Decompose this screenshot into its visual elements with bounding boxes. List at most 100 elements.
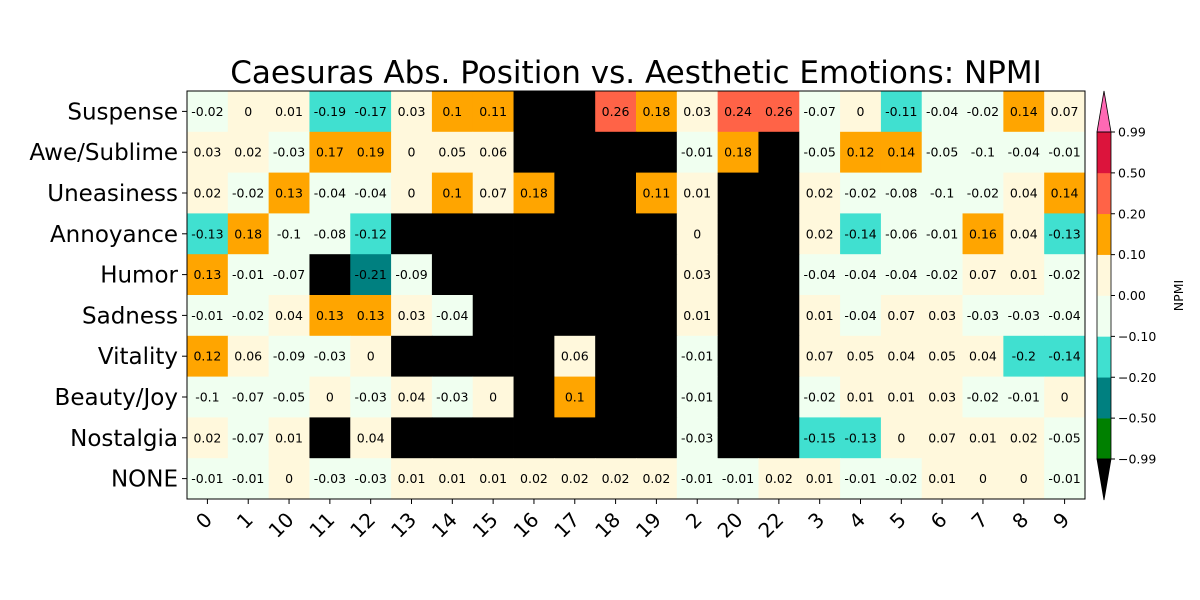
heatmap-cell bbox=[554, 91, 596, 133]
heatmap-cell bbox=[268, 335, 310, 377]
colorbar-tick-label: 0.50 bbox=[1118, 165, 1146, 180]
column-label: 14 bbox=[427, 508, 462, 543]
heatmap-cell bbox=[921, 213, 963, 255]
colorbar-label: NPMI bbox=[1171, 280, 1186, 311]
heatmap-cell bbox=[840, 417, 882, 459]
heatmap-cell bbox=[676, 254, 719, 296]
heatmap-cell bbox=[554, 172, 596, 214]
heatmap-cell bbox=[799, 458, 841, 500]
heatmap-cell bbox=[187, 417, 229, 459]
heatmap-cell bbox=[1044, 335, 1086, 377]
cell-value-label: 0 bbox=[1020, 471, 1028, 486]
cell-value-label: 0.02 bbox=[520, 471, 548, 486]
cell-value-label: 0.02 bbox=[765, 471, 793, 486]
row-label: Humor bbox=[100, 263, 178, 289]
cell-value-label: 0.01 bbox=[806, 308, 834, 323]
heatmap-cell bbox=[391, 131, 433, 173]
heatmap-cell bbox=[513, 91, 555, 133]
heatmap-cell bbox=[391, 417, 433, 459]
heatmap-cell bbox=[431, 417, 474, 459]
cell-value-label: -0.02 bbox=[804, 390, 836, 405]
heatmap-cell bbox=[431, 335, 474, 377]
cell-value-label: -0.04 bbox=[844, 267, 876, 282]
heatmap-cell bbox=[268, 131, 310, 173]
colorbar-over-extension bbox=[1096, 90, 1112, 133]
column-label: 18 bbox=[590, 508, 625, 543]
heatmap-cell bbox=[676, 376, 719, 418]
heatmap-cell bbox=[187, 458, 229, 500]
heatmap-cell bbox=[513, 335, 555, 377]
heatmap-cell bbox=[554, 335, 596, 377]
column-label: 16 bbox=[509, 508, 544, 543]
heatmap-cell bbox=[431, 213, 474, 255]
heatmap-cell bbox=[717, 254, 759, 296]
heatmap-cell bbox=[268, 376, 310, 418]
colorbar-tick-label: −0.99 bbox=[1118, 452, 1156, 467]
colorbar-tick-label: 0.00 bbox=[1118, 288, 1146, 303]
heatmap-cell bbox=[962, 335, 1004, 377]
heatmap-cell bbox=[840, 254, 882, 296]
cell-value-label: 0.07 bbox=[887, 308, 915, 323]
heatmap-cell bbox=[595, 254, 637, 296]
heatmap-cell bbox=[717, 131, 759, 173]
cell-value-label: 0 bbox=[489, 390, 497, 405]
cell-value-label: 0 bbox=[326, 390, 334, 405]
cell-value-label: 0 bbox=[979, 471, 987, 486]
cell-value-label: 0.14 bbox=[887, 145, 915, 160]
cell-value-label: -0.07 bbox=[273, 267, 305, 282]
heatmap-cell bbox=[717, 213, 759, 255]
cell-value-label: -0.02 bbox=[967, 186, 999, 201]
row-label: Nostalgia bbox=[70, 426, 178, 452]
heatmap-cell bbox=[227, 458, 270, 500]
cell-value-label: 0.04 bbox=[1010, 186, 1038, 201]
heatmap-cell bbox=[513, 376, 555, 418]
cell-value-label: -0.02 bbox=[1048, 267, 1080, 282]
heatmap-cell bbox=[350, 376, 392, 418]
heatmap-cell bbox=[595, 172, 637, 214]
heatmap-cell bbox=[840, 335, 882, 377]
column-label: 4 bbox=[844, 508, 870, 534]
heatmap-cell bbox=[187, 91, 229, 133]
heatmap-cell bbox=[1044, 131, 1086, 173]
cell-value-label: -0.07 bbox=[232, 390, 264, 405]
heatmap-cell bbox=[676, 458, 719, 500]
heatmap-cell bbox=[350, 417, 392, 459]
heatmap-cell bbox=[472, 172, 514, 214]
cell-value-label: -0.01 bbox=[926, 226, 958, 241]
heatmap-cell bbox=[1044, 213, 1086, 255]
cell-value-label: 0.18 bbox=[234, 226, 262, 241]
heatmap-cell bbox=[268, 172, 310, 214]
heatmap-cell bbox=[717, 417, 759, 459]
cell-value-label: -0.13 bbox=[191, 226, 223, 241]
heatmap-cell bbox=[799, 376, 841, 418]
column-label: 0 bbox=[191, 508, 217, 534]
heatmap-cell bbox=[880, 458, 923, 500]
heatmap-cell bbox=[880, 131, 923, 173]
heatmap-cell bbox=[391, 254, 433, 296]
cell-value-label: 0.18 bbox=[520, 186, 548, 201]
heatmap-cell bbox=[513, 213, 555, 255]
cell-value-label: 0.14 bbox=[1010, 104, 1038, 119]
cell-value-label: -0.05 bbox=[273, 390, 305, 405]
heatmap-cell bbox=[227, 213, 270, 255]
row-label: Awe/Sublime bbox=[29, 140, 178, 166]
heatmap-cell bbox=[309, 131, 351, 173]
cell-value-label: -0.01 bbox=[844, 471, 876, 486]
heatmap-cell bbox=[309, 458, 351, 500]
heatmap-cell bbox=[840, 91, 882, 133]
cell-value-label: -0.13 bbox=[844, 430, 876, 445]
heatmap-cell bbox=[595, 213, 637, 255]
cell-value-label: -0.04 bbox=[1048, 308, 1080, 323]
heatmap-cell bbox=[799, 295, 841, 337]
heatmap-cell bbox=[1003, 172, 1045, 214]
heatmap-cell bbox=[636, 91, 678, 133]
cell-value-label: 0.03 bbox=[398, 308, 426, 323]
column-label: 22 bbox=[753, 508, 788, 543]
cell-value-label: 0.02 bbox=[193, 186, 221, 201]
column-label: 10 bbox=[264, 508, 299, 543]
cell-value-label: 0.06 bbox=[479, 145, 507, 160]
colorbar-tick-label: −0.10 bbox=[1118, 329, 1156, 344]
cell-value-label: -0.08 bbox=[885, 186, 917, 201]
heatmap-cell bbox=[717, 295, 759, 337]
heatmap-cell bbox=[962, 131, 1004, 173]
